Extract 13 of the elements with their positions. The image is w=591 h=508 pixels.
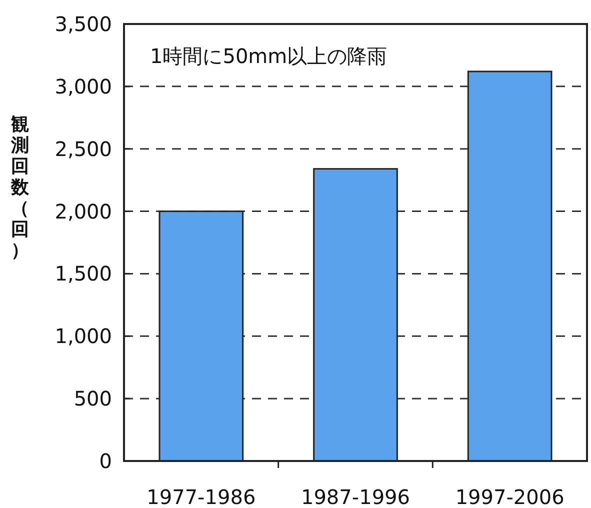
y-axis-title: 観測回数（回） [10,114,30,261]
y-tick-label: 500 [74,386,112,411]
x-tick-label: 1977-1986 [146,485,256,508]
y-tick-label: 2,500 [54,136,112,161]
y-tick-label: 1,000 [54,324,112,348]
text: 1時間に50mm以上の降雨 [150,44,388,68]
y-tick-label: 0 [99,449,112,473]
y-tick-label: 2,000 [54,199,112,224]
y-tick-label: 3,000 [54,74,112,98]
x-tick-label: 1987-1996 [300,485,410,508]
y-tick-label: 3,500 [54,12,112,36]
x-tick-label: 1997-2006 [455,485,564,508]
y-tick-label: 1,500 [54,262,112,286]
